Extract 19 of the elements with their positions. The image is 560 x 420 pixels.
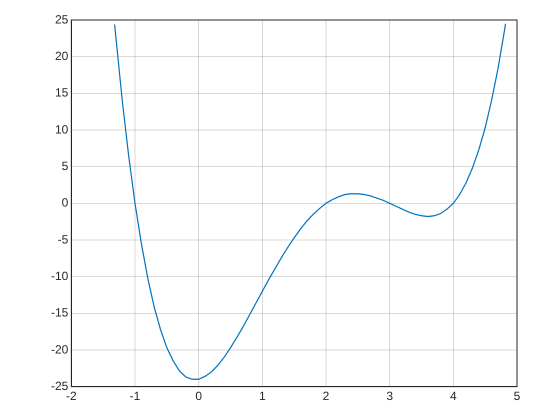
x-tick-label: -1	[130, 389, 141, 404]
y-tick-label: 20	[54, 48, 69, 63]
x-tick-label: 2	[322, 389, 330, 404]
x-tick-label: 4	[450, 389, 457, 404]
x-tick-label: -2	[66, 389, 78, 404]
y-tick-label: -5	[58, 232, 69, 246]
y-tick-label: -25	[51, 378, 69, 393]
y-tick-label: 10	[54, 122, 69, 136]
x-tick-label: 1	[258, 389, 266, 404]
x-tick-label: 5	[514, 389, 521, 404]
y-tick-label: 0	[62, 196, 69, 210]
y-tick-label: -10	[51, 268, 69, 283]
y-tick-label: 5	[62, 158, 69, 173]
y-tick-label: -15	[51, 306, 69, 320]
y-tick-label: -20	[51, 342, 69, 356]
y-tick-label: 15	[54, 86, 69, 100]
y-tick-label: 25	[54, 12, 69, 26]
x-tick-label: 3	[386, 389, 394, 404]
x-tick-label: 0	[195, 389, 202, 404]
